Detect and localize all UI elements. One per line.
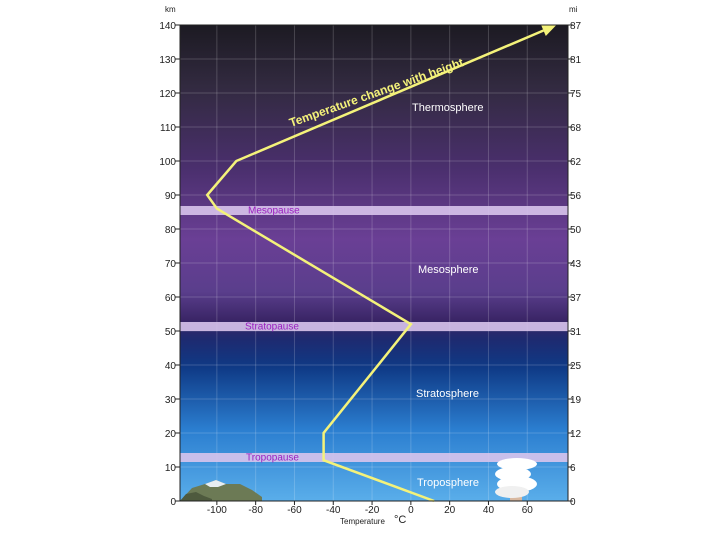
left-tick-label: 60: [165, 293, 177, 304]
stratopause-label: Stratopause: [245, 322, 299, 333]
cumulonimbus-cloud-illustration: [495, 458, 537, 501]
right-tick-label: 87: [570, 21, 582, 32]
troposphere-label: Troposphere: [417, 477, 479, 489]
thermosphere-label: Thermosphere: [412, 102, 484, 114]
x-axis-title: Temperature: [340, 517, 385, 526]
left-axis-unit: km: [165, 5, 176, 14]
left-tick-label: 80: [165, 225, 177, 236]
bottom-tick-label: -100: [207, 505, 227, 516]
right-tick-label: 81: [570, 55, 582, 66]
left-tick-label: 130: [159, 55, 176, 66]
left-tick-label: 70: [165, 259, 177, 270]
mesopause-label: Mesopause: [248, 206, 300, 217]
left-tick-label: 90: [165, 191, 177, 202]
right-tick-label: 12: [570, 429, 582, 440]
right-tick-label: 19: [570, 395, 582, 406]
left-tick-label: 0: [170, 497, 176, 508]
bottom-tick-label: -80: [248, 505, 263, 516]
tropopause-band: [180, 453, 568, 462]
left-tick-label: 40: [165, 361, 177, 372]
left-tick-label: 110: [160, 123, 176, 134]
plot-background: [180, 25, 568, 501]
x-axis-unit: °C: [394, 514, 406, 526]
left-tick-label: 50: [165, 327, 177, 338]
bottom-tick-label: -60: [287, 505, 302, 516]
bottom-axis-ticks: -100 -80 -60 -40 -20 0 20 40 60: [207, 501, 533, 516]
left-tick-label: 10: [165, 463, 177, 474]
mountains-illustration: [180, 480, 262, 501]
bottom-tick-label: 20: [444, 505, 456, 516]
right-tick-label: 31: [570, 327, 582, 338]
left-tick-label: 20: [165, 429, 177, 440]
left-axis-ticks: 0 10 20 30 40 50 60 70 80 90 100 110 120 130 140: [159, 21, 180, 508]
temperature-curve: [205, 29, 544, 503]
bottom-tick-label: -20: [365, 505, 380, 516]
bottom-tick-label: 60: [522, 505, 534, 516]
stratopause-band: [180, 322, 568, 331]
grid-lines: [180, 25, 568, 501]
stratosphere-label: Stratosphere: [416, 388, 479, 400]
left-tick-label: 140: [159, 21, 176, 32]
right-axis-ticks: 0 6 12 19 25 31 37 43 50 56 62 68 75 81 87: [568, 21, 582, 508]
mesosphere-label: Mesosphere: [418, 264, 479, 276]
right-tick-label: 56: [570, 191, 582, 202]
right-tick-label: 0: [570, 497, 576, 508]
tropopause-label: Tropopause: [246, 453, 299, 464]
right-tick-label: 68: [570, 123, 582, 134]
right-tick-label: 25: [570, 361, 582, 372]
bottom-tick-label: 0: [408, 505, 414, 516]
left-tick-label: 120: [159, 89, 176, 100]
right-tick-label: 37: [570, 293, 582, 304]
right-tick-label: 43: [570, 259, 582, 270]
bottom-tick-label: 40: [483, 505, 495, 516]
right-tick-label: 50: [570, 225, 582, 236]
curve-arrowhead: [541, 25, 557, 36]
left-tick-label: 30: [165, 395, 177, 406]
right-tick-label: 62: [570, 157, 582, 168]
right-tick-label: 6: [570, 463, 576, 474]
mesopause-band: [180, 206, 568, 215]
right-axis-unit: mi: [569, 5, 578, 14]
right-tick-label: 75: [570, 89, 582, 100]
left-tick-label: 100: [159, 157, 176, 168]
bottom-tick-label: -40: [326, 505, 341, 516]
